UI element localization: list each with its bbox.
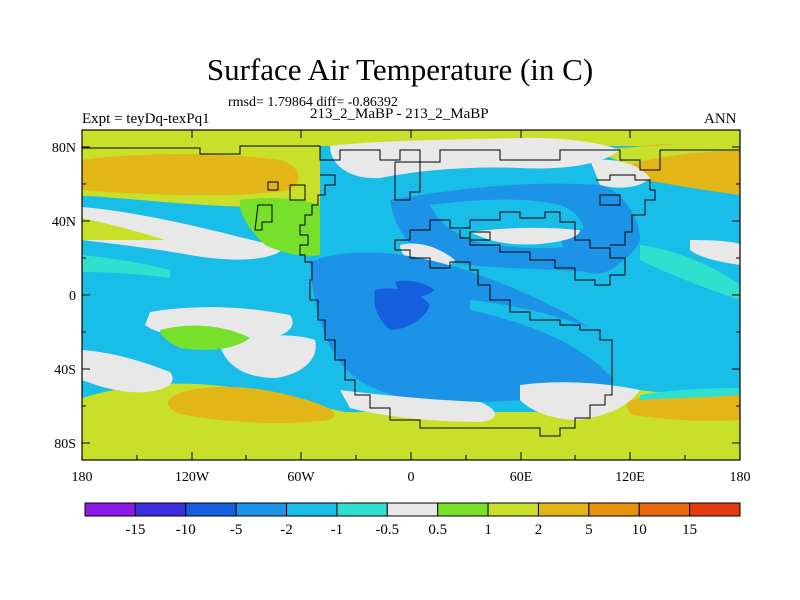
colorbar-swatch bbox=[638, 502, 691, 517]
x-tick-label-120w: 120W bbox=[175, 470, 210, 485]
colorbar-swatch bbox=[537, 502, 590, 517]
x-ticks bbox=[81, 130, 686, 460]
colorbar-label: 2 bbox=[535, 522, 543, 538]
colorbar-label: 10 bbox=[632, 522, 647, 538]
x-tick-label-60w: 60W bbox=[287, 470, 315, 485]
colorbar-swatch bbox=[689, 502, 741, 517]
colorbar-label: -15 bbox=[125, 522, 145, 538]
y-tick-label-40s: 40S bbox=[54, 363, 76, 378]
colorbar-swatch bbox=[185, 502, 237, 517]
colorbar-label: -1 bbox=[331, 522, 344, 538]
colorbar-label: -2 bbox=[280, 522, 293, 538]
y-tick-label-0: 0 bbox=[69, 289, 76, 304]
season-label: ANN bbox=[704, 111, 737, 127]
colorbar-label: 1 bbox=[484, 522, 492, 538]
colorbar-swatch bbox=[336, 502, 388, 517]
colorbar-swatch bbox=[437, 502, 489, 517]
x-tick-label-180w: 180 bbox=[72, 470, 93, 485]
coastlines bbox=[82, 145, 740, 437]
x-tick-label-120e: 120E bbox=[615, 470, 645, 485]
colorbar-label: -10 bbox=[176, 522, 196, 538]
x-tick-label-180e: 180 bbox=[730, 470, 751, 485]
colorbar-swatch bbox=[386, 502, 439, 517]
colorbar-label: -0.5 bbox=[375, 522, 399, 538]
colorbar-label: 0.5 bbox=[428, 522, 447, 538]
colorbar-swatch bbox=[588, 502, 640, 517]
plot-title: Surface Air Temperature (in C) bbox=[206, 52, 594, 87]
colorbar: -15 -10 -5 -2 -1 -0.5 0.5 1 2 5 10 15 bbox=[84, 502, 741, 538]
y-ticks bbox=[82, 146, 740, 444]
colorbar-swatch bbox=[286, 502, 338, 517]
colorbar-swatch bbox=[134, 502, 187, 517]
x-tick-label-0: 0 bbox=[408, 470, 415, 485]
colorbar-label: 5 bbox=[585, 522, 593, 538]
colorbar-label: 15 bbox=[682, 522, 697, 538]
experiment-label: Expt = teyDq-texPq1 bbox=[82, 111, 210, 127]
x-tick-label-60e: 60E bbox=[510, 470, 533, 485]
y-tick-label-80n: 80N bbox=[52, 141, 76, 156]
colorbar-swatch bbox=[84, 502, 136, 517]
colorbar-swatch bbox=[487, 502, 539, 517]
stats-line: rmsd= 1.79864 diff= -0.86392 bbox=[228, 95, 398, 110]
y-tick-label-40n: 40N bbox=[52, 215, 76, 230]
y-tick-label-80s: 80S bbox=[54, 437, 76, 452]
colorbar-swatch bbox=[235, 502, 288, 517]
colorbar-label: -5 bbox=[230, 522, 243, 538]
plot-subtitle: 213_2_MaBP - 213_2_MaBP bbox=[310, 106, 489, 122]
